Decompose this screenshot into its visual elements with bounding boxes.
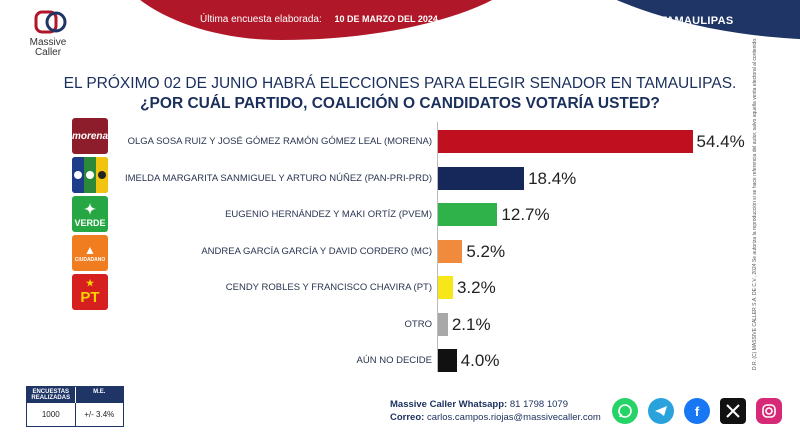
pt-logo-text: PT [80,289,100,306]
chart-axis [437,122,438,372]
question: ¿POR CUÁL PARTIDO, COALICIÓN O CANDIDATO… [140,95,660,112]
whatsapp-number[interactable]: 81 1798 1079 [509,399,568,410]
bar [438,203,498,226]
star-icon: ★ [85,278,95,288]
instagram-icon[interactable] [756,398,782,424]
state-name: TAMAULIPAS [660,15,734,27]
bar [438,349,457,372]
category-label: CENDY ROBLES Y FRANCISCO CHAVIRA (PT) [225,282,432,293]
facebook-icon[interactable]: f [684,398,710,424]
bar-value-label: 54.4% [696,132,745,151]
telegram-icon[interactable] [648,398,674,424]
bar [438,166,525,190]
social-links: f [612,398,782,424]
bar [438,276,453,299]
survey-date-value: 10 DE MARZO DEL 2024 [334,14,438,24]
bar-value-label: 18.4% [528,168,577,188]
mc-logo: ▲ CIUDADANO [72,235,108,271]
morena-logo-text: morena [72,130,108,142]
copyright-note: D.R. (C) MASSIVE CALLER S.A. DE C.V., 20… [752,37,758,371]
bar [438,312,448,336]
bar-value-label: 4.0% [460,351,500,370]
survey-stats-table: ENCUESTAS REALIZADAS M.E. 1000 +/- 3.4% [26,386,124,427]
headline: EL PRÓXIMO 02 DE JUNIO HABRÁ ELECCIONES … [63,75,737,92]
verde-logo: ✦ VERDE [72,196,108,232]
bar-value-label: 3.2% [456,278,496,297]
category-label: OLGA SOSA RUIZ Y JOSÉ GÓMEZ RAMÓN GÓMEZ … [127,136,432,147]
category-label: IMELDA MARGARITA SANMIGUEL Y ARTURO NÚÑE… [124,172,432,184]
verde-logo-text: VERDE [74,217,106,228]
eagle-icon: ▲ [84,243,96,257]
brand-name: Massive Caller [20,38,76,58]
email-address[interactable]: carlos.campos.riojas@massivecaller.com [426,412,601,423]
contact-whatsapp: Massive Caller Whatsapp: 81 1798 1079 [390,398,601,411]
mc-logo-text: CIUDADANO [74,257,106,263]
stats-surveys-value: 1000 [27,403,76,426]
bar-value-label: 5.2% [466,241,506,261]
morena-logo: morena [72,118,108,154]
bar-value-label: 2.1% [451,314,491,334]
pan-pri-prd-logo [72,157,108,193]
category-label: AÚN NO DECIDE [356,355,432,366]
whatsapp-icon[interactable] [612,398,638,424]
stats-header-margin: M.E. [93,389,106,395]
stats-margin-value: +/- 3.4% [84,410,115,419]
bar [438,130,693,153]
coalition-logo-icon [72,157,108,193]
brand-name-line2: Caller [34,47,62,58]
survey-date: Última encuesta elaborada: 10 DE MARZO D… [200,14,438,25]
x-icon[interactable] [720,398,746,424]
email-label: Correo: [390,412,425,423]
contact-info: Massive Caller Whatsapp: 81 1798 1079 Co… [390,398,601,424]
category-label: ANDREA GARCÍA GARCÍA Y DAVID CORDERO (MC… [201,245,432,257]
brand-name-line1: Massive [29,37,67,48]
whatsapp-label: Massive Caller Whatsapp: [390,399,508,410]
contact-email: Correo: carlos.campos.riojas@massivecall… [390,411,601,424]
header-navy-band [505,0,800,40]
category-label: EUGENIO HERNÁNDEZ Y MAKI ORTÍZ (PVEM) [225,209,432,220]
category-label: OTRO [404,318,432,330]
stats-value-row: 1000 +/- 3.4% [27,403,123,426]
header-banner: Última encuesta elaborada: 10 DE MARZO D… [0,0,800,40]
pt-logo: ★ PT [72,274,108,310]
brand-logo: Massive Caller [20,6,90,66]
toucan-icon: ✦ [84,200,96,217]
bar-value-label: 12.7% [501,205,550,224]
stats-header-row: ENCUESTAS REALIZADAS M.E. [27,387,123,403]
bar [438,239,463,263]
brand-mark-icon [34,10,67,34]
survey-date-label: Última encuesta elaborada: [200,14,322,25]
stats-header-surveys: ENCUESTAS REALIZADAS [27,387,76,403]
